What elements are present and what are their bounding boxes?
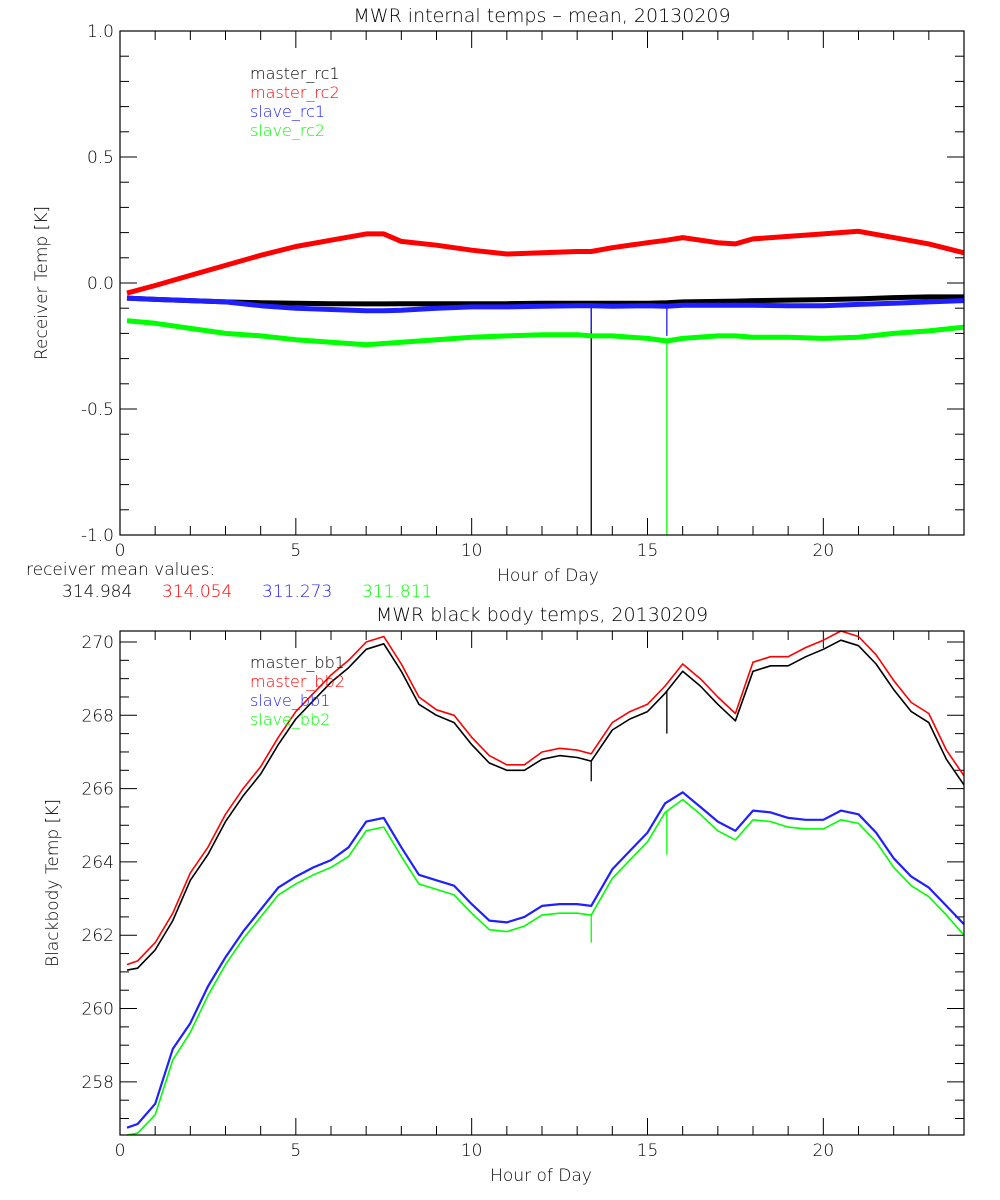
series-line-slave-bb2	[126, 798, 965, 1136]
x-tick-label: 10	[461, 1141, 483, 1161]
series-group	[126, 228, 965, 535]
x-tick-label: 20	[813, 1141, 835, 1161]
chart-title: MWR black body temps, 20130209	[376, 604, 708, 626]
x-tick-label: 5	[290, 541, 301, 561]
y-tick-label: 258	[82, 1073, 114, 1093]
y-tick-label: 262	[82, 926, 114, 946]
x-tick-label: 5	[290, 1141, 301, 1161]
axis-ticks: 0 5 10 15 20 -1.0 -0.5 0.0 0.5 1.0	[81, 22, 965, 561]
y-tick-label: 260	[82, 1000, 114, 1020]
legend-entry: slave_bb1	[250, 691, 330, 710]
y-tick-label: 0.0	[87, 274, 114, 294]
mean-value-master-rc1: 314.984	[62, 582, 132, 602]
x-tick-label: 15	[637, 541, 659, 561]
y-tick-label: -1.0	[81, 526, 114, 546]
x-tick-label: 20	[813, 541, 835, 561]
x-tick-label: 0	[115, 1141, 126, 1161]
plot-frame	[119, 630, 965, 1136]
series-line-master-bb2	[126, 630, 965, 966]
mean-value-slave-rc2: 311.811	[362, 582, 432, 602]
y-tick-label: 0.5	[87, 148, 114, 168]
y-tick-label: 1.0	[87, 22, 114, 42]
series-line-master-rc1	[126, 294, 964, 307]
legend-entry: master_rc1	[250, 64, 340, 83]
x-axis-label: Hour of Day	[497, 566, 599, 586]
plot-frame	[119, 30, 965, 536]
y-tick-label: 264	[82, 853, 114, 873]
chart-title: MWR internal temps – mean, 20130209	[353, 5, 730, 27]
y-tick-label: 266	[82, 780, 114, 800]
x-tick-label: 15	[637, 1141, 659, 1161]
legend-entry: slave_bb2	[250, 710, 330, 729]
legend-entry: master_bb1	[250, 653, 345, 672]
mean-value-slave-rc1: 311.273	[262, 582, 332, 602]
x-tick-label: 10	[461, 541, 483, 561]
y-tick-label: 270	[82, 633, 114, 653]
mean-values-label: receiver mean values:	[26, 560, 215, 580]
series-line-slave-rc1	[126, 295, 965, 314]
y-axis-label: Blackbody Temp [K]	[43, 799, 63, 967]
legend-entry: master_rc2	[250, 83, 340, 102]
series-group	[126, 630, 965, 1136]
y-axis-label: Receiver Temp [K]	[32, 206, 52, 360]
legend-entry: slave_rc2	[250, 121, 325, 140]
series-line-master-bb1	[126, 639, 965, 971]
series-line-slave-rc2	[126, 318, 965, 348]
x-tick-label: 0	[115, 541, 126, 561]
y-tick-label: -0.5	[81, 400, 114, 420]
legend-entry: master_bb2	[250, 672, 345, 691]
y-tick-label: 268	[82, 706, 114, 726]
x-axis-label: Hour of Day	[490, 1166, 592, 1186]
blackbody-temp-panel: MWR black body temps, 20130209 0 5 10 15 20 2…	[43, 604, 965, 1186]
legend-entry: slave_rc1	[250, 102, 325, 121]
series-line-slave-bb1	[126, 791, 965, 1129]
receiver-temp-panel: MWR internal temps – mean, 20130209 0 5 10…	[26, 5, 965, 602]
axis-ticks: 0 5 10 15 20 258 260 262 264 266 268 270	[82, 631, 965, 1161]
mean-value-master-rc2: 314.054	[162, 582, 232, 602]
series-line-master-rc2	[126, 228, 965, 296]
